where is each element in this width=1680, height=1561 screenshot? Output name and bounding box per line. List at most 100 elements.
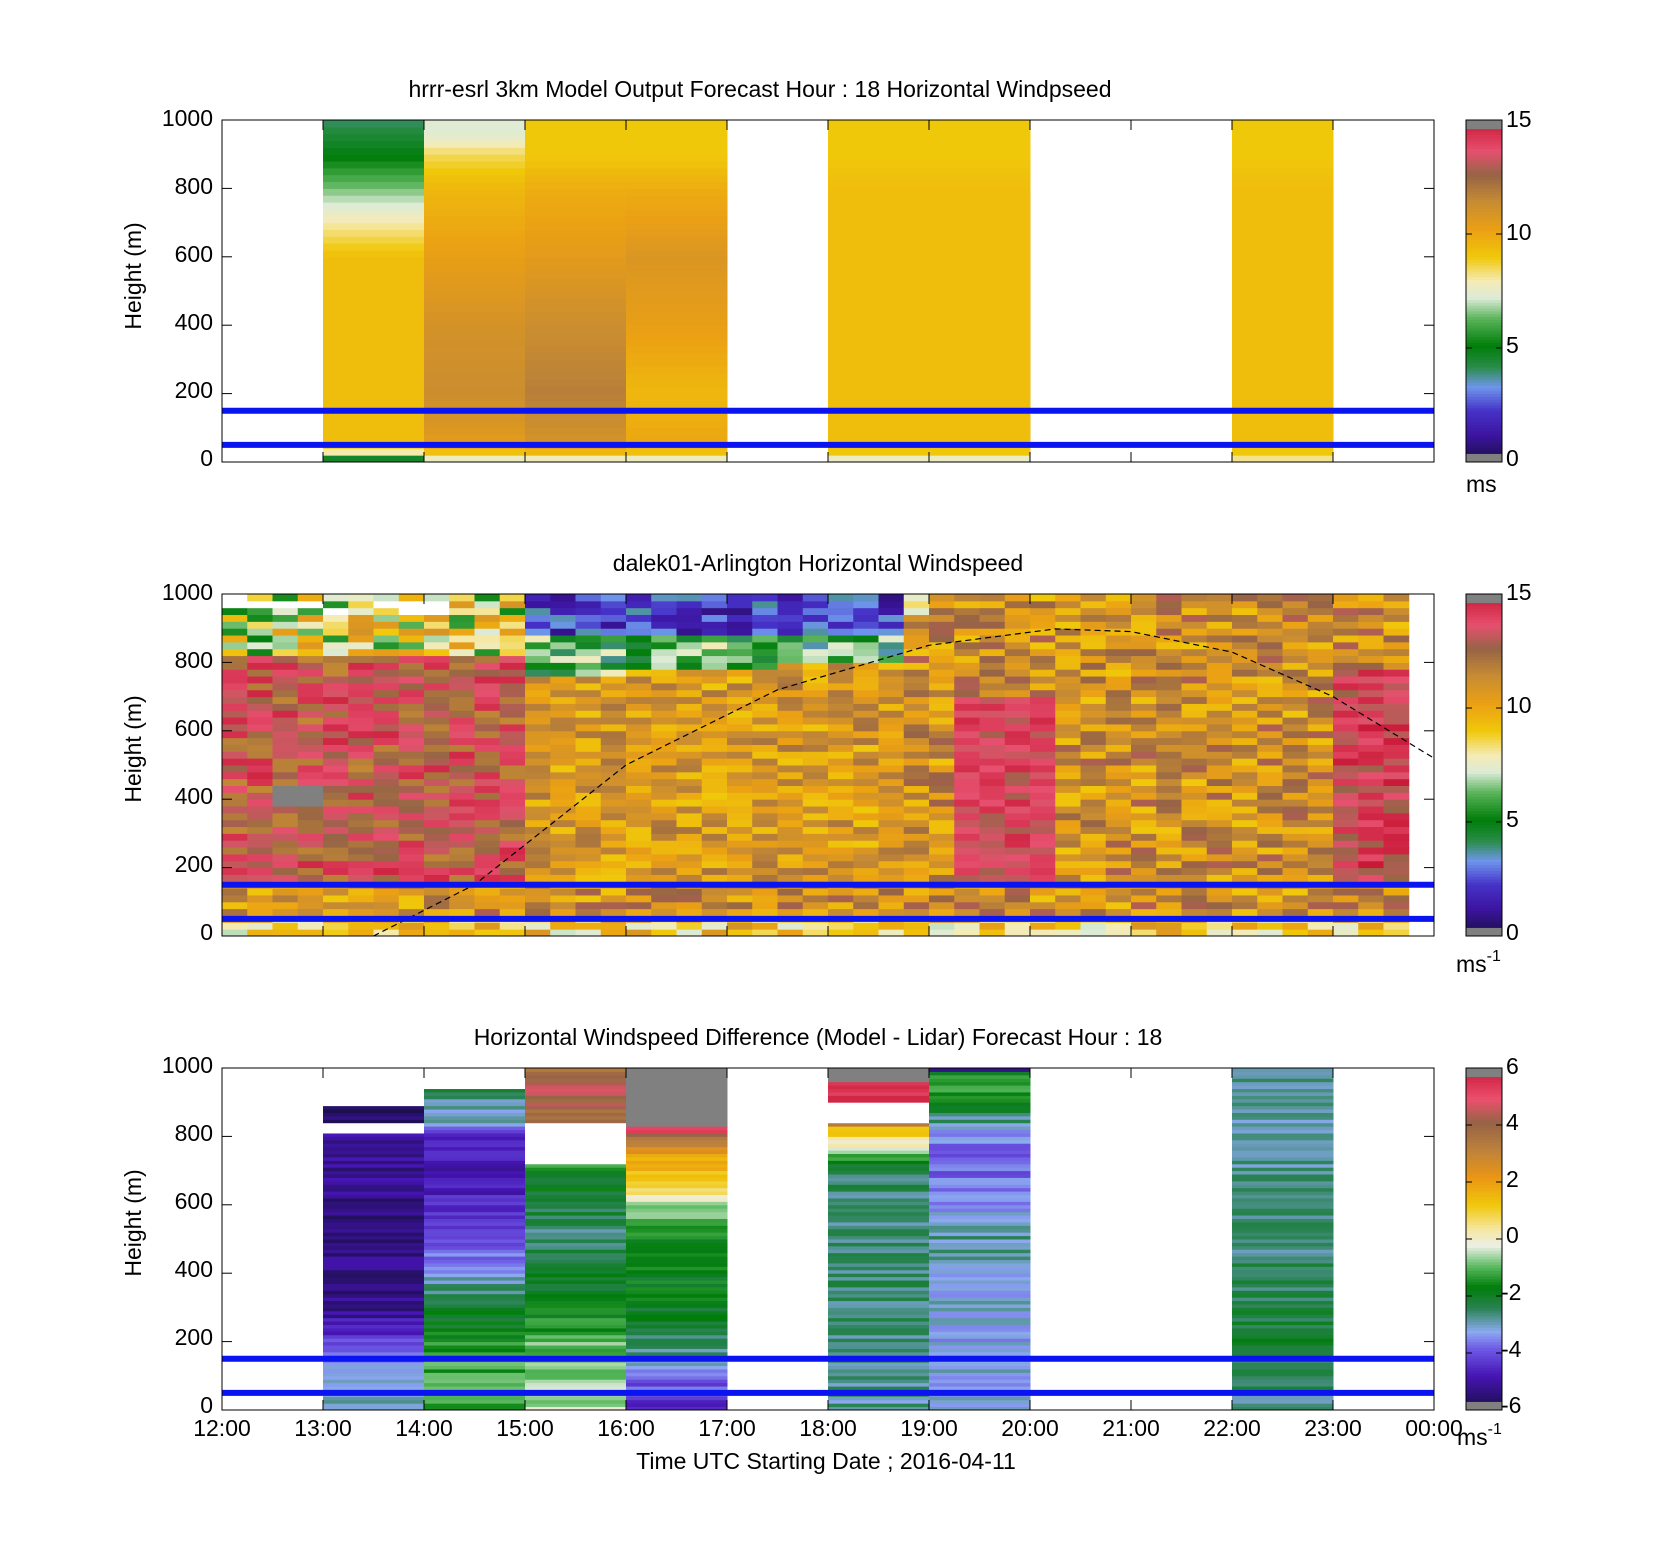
heatmap-cell [1206, 635, 1233, 643]
heatmap-cell [373, 778, 400, 787]
heatmap-cell [1206, 888, 1233, 896]
heatmap-cell [828, 1132, 930, 1137]
heatmap-cell [499, 607, 526, 616]
heatmap-cell [424, 1293, 526, 1298]
heatmap-cell [1004, 628, 1031, 636]
heatmap-cell [424, 1276, 526, 1281]
heatmap-cell [979, 758, 1006, 766]
heatmap-cell [323, 648, 349, 657]
heatmap-cell [1030, 703, 1056, 711]
heatmap-cell [1232, 758, 1258, 766]
heatmap-cell [525, 717, 551, 725]
heatmap-cell [1105, 901, 1132, 910]
heatmap-cell [1232, 751, 1258, 759]
heatmap-cell [651, 621, 677, 629]
heatmap-cell [828, 826, 854, 834]
heatmap-cell [222, 662, 248, 670]
heatmap-cell [272, 751, 299, 759]
heatmap-cell [424, 1211, 526, 1216]
heatmap-cell [348, 840, 374, 848]
heatmap-cell [398, 806, 425, 814]
heatmap-cell [1232, 792, 1258, 800]
heatmap-cell [651, 785, 677, 793]
heatmap-cell [525, 1150, 627, 1154]
heatmap-cell [424, 1071, 526, 1076]
heatmap-cell [828, 332, 930, 340]
heatmap-cell [1232, 1091, 1334, 1096]
heatmap-cell [1333, 641, 1359, 650]
colorbar-step [1466, 379, 1502, 383]
heatmap-cell [1080, 922, 1107, 930]
heatmap-cell [272, 765, 299, 773]
heatmap-cell [348, 758, 374, 766]
heatmap-cell [1055, 771, 1081, 780]
heatmap-cell [929, 1273, 1031, 1278]
heatmap-cell [398, 662, 425, 670]
heatmap-cell [626, 1153, 728, 1158]
heatmap-cell [499, 600, 526, 609]
heatmap-cell [1358, 785, 1384, 793]
colorbar-step [1466, 713, 1502, 718]
heatmap-cell [1333, 929, 1359, 937]
heatmap-cell [929, 256, 1031, 265]
heatmap-cell [828, 318, 930, 326]
heatmap-cell [1232, 922, 1258, 930]
heatmap-cell [323, 1221, 425, 1226]
heatmap-cell [550, 812, 576, 821]
heatmap-cell [348, 812, 374, 821]
heatmap-cell [626, 1211, 728, 1216]
heatmap-cell [1004, 641, 1031, 650]
colorbar-step [1466, 682, 1502, 686]
colorbar-step [1466, 1076, 1502, 1080]
heatmap-cell [727, 717, 753, 725]
heatmap-cell [903, 717, 930, 725]
heatmap-cell [979, 778, 1006, 787]
heatmap-cell [499, 717, 526, 725]
heatmap-cell [828, 277, 930, 285]
colorbar-step [1466, 1102, 1502, 1106]
heatmap-cell [550, 710, 576, 718]
heatmap-cell [272, 730, 299, 739]
heatmap-cell [1257, 730, 1283, 739]
heatmap-cell [600, 710, 627, 718]
heatmap-cell [575, 682, 602, 691]
heatmap-cell [323, 799, 349, 807]
heatmap-cell [1383, 621, 1410, 629]
heatmap-cell [424, 1115, 526, 1120]
heatmap-cell [525, 270, 627, 278]
heatmap-cell [878, 682, 905, 691]
heatmap-cell [1232, 1112, 1334, 1117]
heatmap-cell [499, 867, 526, 875]
colorbar-step [1466, 1199, 1502, 1203]
heatmap-cell [600, 717, 627, 725]
heatmap-cell [373, 758, 400, 766]
heatmap-cell [828, 751, 854, 759]
colorbar-step [1466, 625, 1502, 629]
heatmap-cell [600, 826, 627, 834]
heatmap-cell [626, 181, 728, 189]
heatmap-cell [348, 874, 374, 882]
heatmap-cell [651, 614, 677, 622]
heatmap-cell [626, 1310, 728, 1315]
heatmap-cell [1257, 614, 1283, 622]
heatmap-cell [272, 628, 299, 636]
heatmap-cell [323, 594, 349, 602]
heatmap-cell [1004, 908, 1031, 916]
heatmap-cell [398, 628, 425, 636]
heatmap-cell [853, 819, 879, 828]
heatmap-cell [1333, 847, 1359, 855]
heatmap-cell [752, 853, 778, 862]
heatmap-cell [626, 894, 652, 903]
heatmap-cell [575, 676, 602, 684]
heatmap-cell [525, 1403, 627, 1408]
heatmap-cell [1358, 696, 1384, 704]
heatmap-cell [777, 785, 804, 793]
heatmap-cell [424, 1218, 526, 1223]
heatmap-cell [701, 833, 728, 841]
heatmap-cell [1181, 641, 1208, 650]
heatmap-cell [878, 669, 905, 677]
heatmap-cell [272, 853, 299, 862]
heatmap-cell [424, 427, 526, 436]
heatmap-cell [424, 607, 450, 616]
heatmap-cell [979, 840, 1006, 848]
